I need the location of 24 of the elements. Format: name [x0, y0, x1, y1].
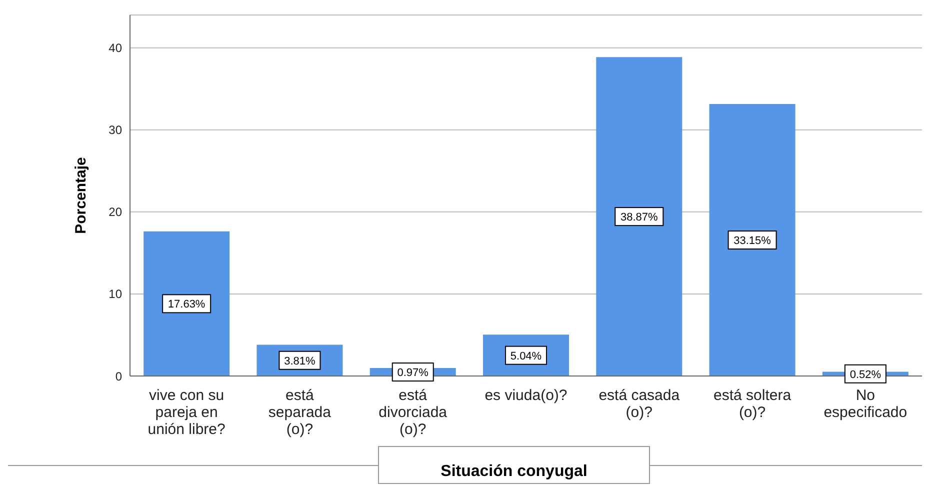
y-tick-label: 20	[108, 205, 122, 220]
x-tick-label: está casada (o)?	[598, 387, 680, 421]
data-label: 0.52%	[850, 368, 882, 381]
bar	[596, 57, 682, 376]
data-label: 3.81%	[284, 355, 316, 368]
x-axis-title: Situación conyugal	[378, 446, 650, 484]
bar	[709, 104, 796, 376]
x-tick-label: es viuda(o)?	[484, 387, 568, 404]
data-label: 33.15%	[734, 235, 772, 248]
x-tick-label: vive con su pareja en unión libre?	[148, 387, 226, 438]
x-tick-label: está soltera (o)?	[714, 387, 792, 421]
x-tick-label: está separada (o)?	[268, 387, 332, 438]
data-label: 0.97%	[397, 367, 429, 380]
data-label: 38.87%	[620, 212, 658, 224]
y-tick-label: 40	[108, 41, 122, 56]
x-tick-label: está divorciada (o)?	[378, 387, 448, 438]
data-label: 5.04%	[510, 350, 542, 362]
x-tick-label: No especificado	[824, 387, 908, 421]
bar	[144, 231, 230, 376]
y-axis-title: Porcentaje	[72, 157, 90, 234]
y-tick-label: 0	[115, 369, 122, 384]
y-tick-label: 30	[108, 123, 122, 138]
data-label: 17.63%	[168, 298, 206, 311]
y-tick-label: 10	[108, 287, 122, 302]
